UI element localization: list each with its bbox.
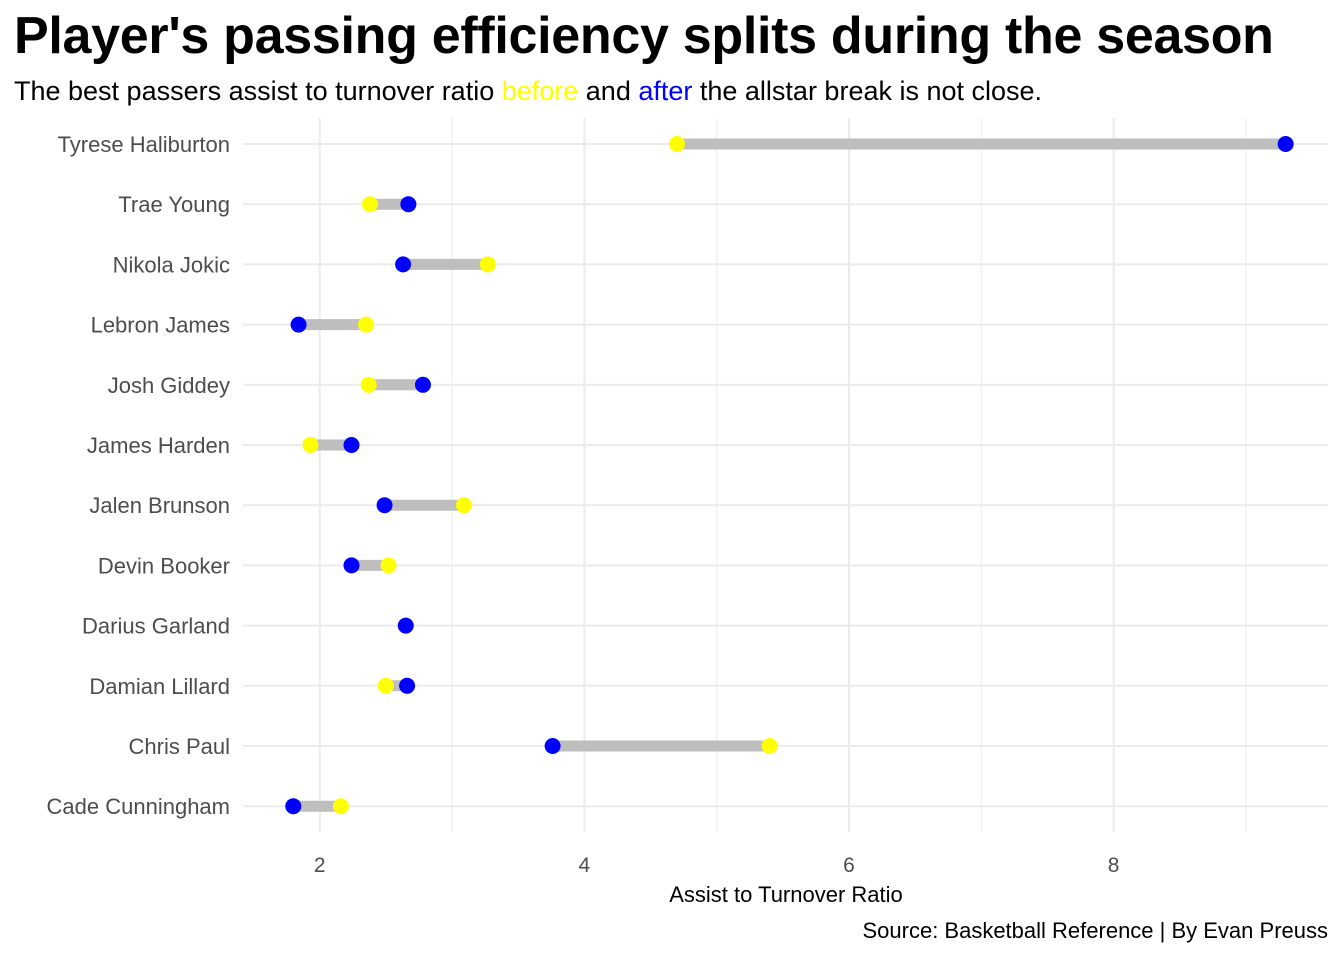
before-point <box>669 136 685 152</box>
grid-layer <box>243 118 1328 832</box>
after-point <box>376 497 393 514</box>
x-tick-label: 2 <box>314 854 326 877</box>
x-tick-label: 4 <box>579 854 591 877</box>
x-tick-label: 8 <box>1108 854 1120 877</box>
after-point <box>399 677 416 694</box>
subtitle-text-end: the allstar break is not close. <box>692 76 1043 106</box>
y-tick-labels: Tyrese Haliburton Trae Young Nikola Jokic L… <box>47 132 230 819</box>
y-tick-label: James Harden <box>87 433 230 458</box>
y-tick-label: Devin Booker <box>98 553 230 578</box>
after-point <box>290 316 307 333</box>
chart-caption: Source: Basketball Reference | By Evan P… <box>862 918 1328 943</box>
y-tick-label: Chris Paul <box>129 734 230 759</box>
before-point <box>362 196 379 213</box>
after-point <box>343 557 360 574</box>
y-tick-label: Jalen Brunson <box>89 493 230 518</box>
before-point <box>761 738 778 754</box>
chart-subtitle: The best passers assist to turnover rati… <box>14 76 1042 107</box>
before-point <box>479 256 496 273</box>
x-tick-label: 6 <box>843 854 855 877</box>
after-point <box>395 256 412 273</box>
segment-layer <box>293 138 1286 812</box>
after-point <box>1277 136 1294 152</box>
subtitle-before-word: before <box>501 76 579 106</box>
subtitle-after-word: after <box>638 76 693 106</box>
y-tick-label: Tyrese Haliburton <box>58 132 230 157</box>
before-point <box>358 316 375 333</box>
subtitle-text-start: The best passers assist to turnover rati… <box>14 76 502 106</box>
y-tick-label: Lebron James <box>91 313 230 338</box>
x-tick-labels: 2 4 6 8 <box>314 854 1120 877</box>
after-point <box>414 376 431 393</box>
after-point <box>400 196 417 213</box>
before-point <box>302 437 319 453</box>
before-point <box>360 376 377 393</box>
after-point <box>343 437 360 453</box>
point-layer <box>285 136 1294 815</box>
before-point <box>377 677 394 694</box>
x-axis-title: Assist to Turnover Ratio <box>669 882 903 907</box>
chart-title: Player's passing efficiency splits durin… <box>14 7 1274 65</box>
y-tick-label: Darius Garland <box>82 614 230 639</box>
before-point <box>332 798 349 815</box>
after-point <box>397 617 414 634</box>
before-point <box>455 497 472 514</box>
before-point <box>380 557 397 574</box>
after-point <box>544 738 561 754</box>
y-tick-label: Josh Giddey <box>108 373 230 398</box>
subtitle-text-middle: and <box>578 76 639 106</box>
after-point <box>285 798 302 815</box>
y-tick-label: Trae Young <box>118 192 230 217</box>
y-tick-label: Cade Cunningham <box>47 794 230 819</box>
y-tick-label: Nikola Jokic <box>113 252 230 277</box>
y-tick-label: Damian Lillard <box>89 674 230 699</box>
